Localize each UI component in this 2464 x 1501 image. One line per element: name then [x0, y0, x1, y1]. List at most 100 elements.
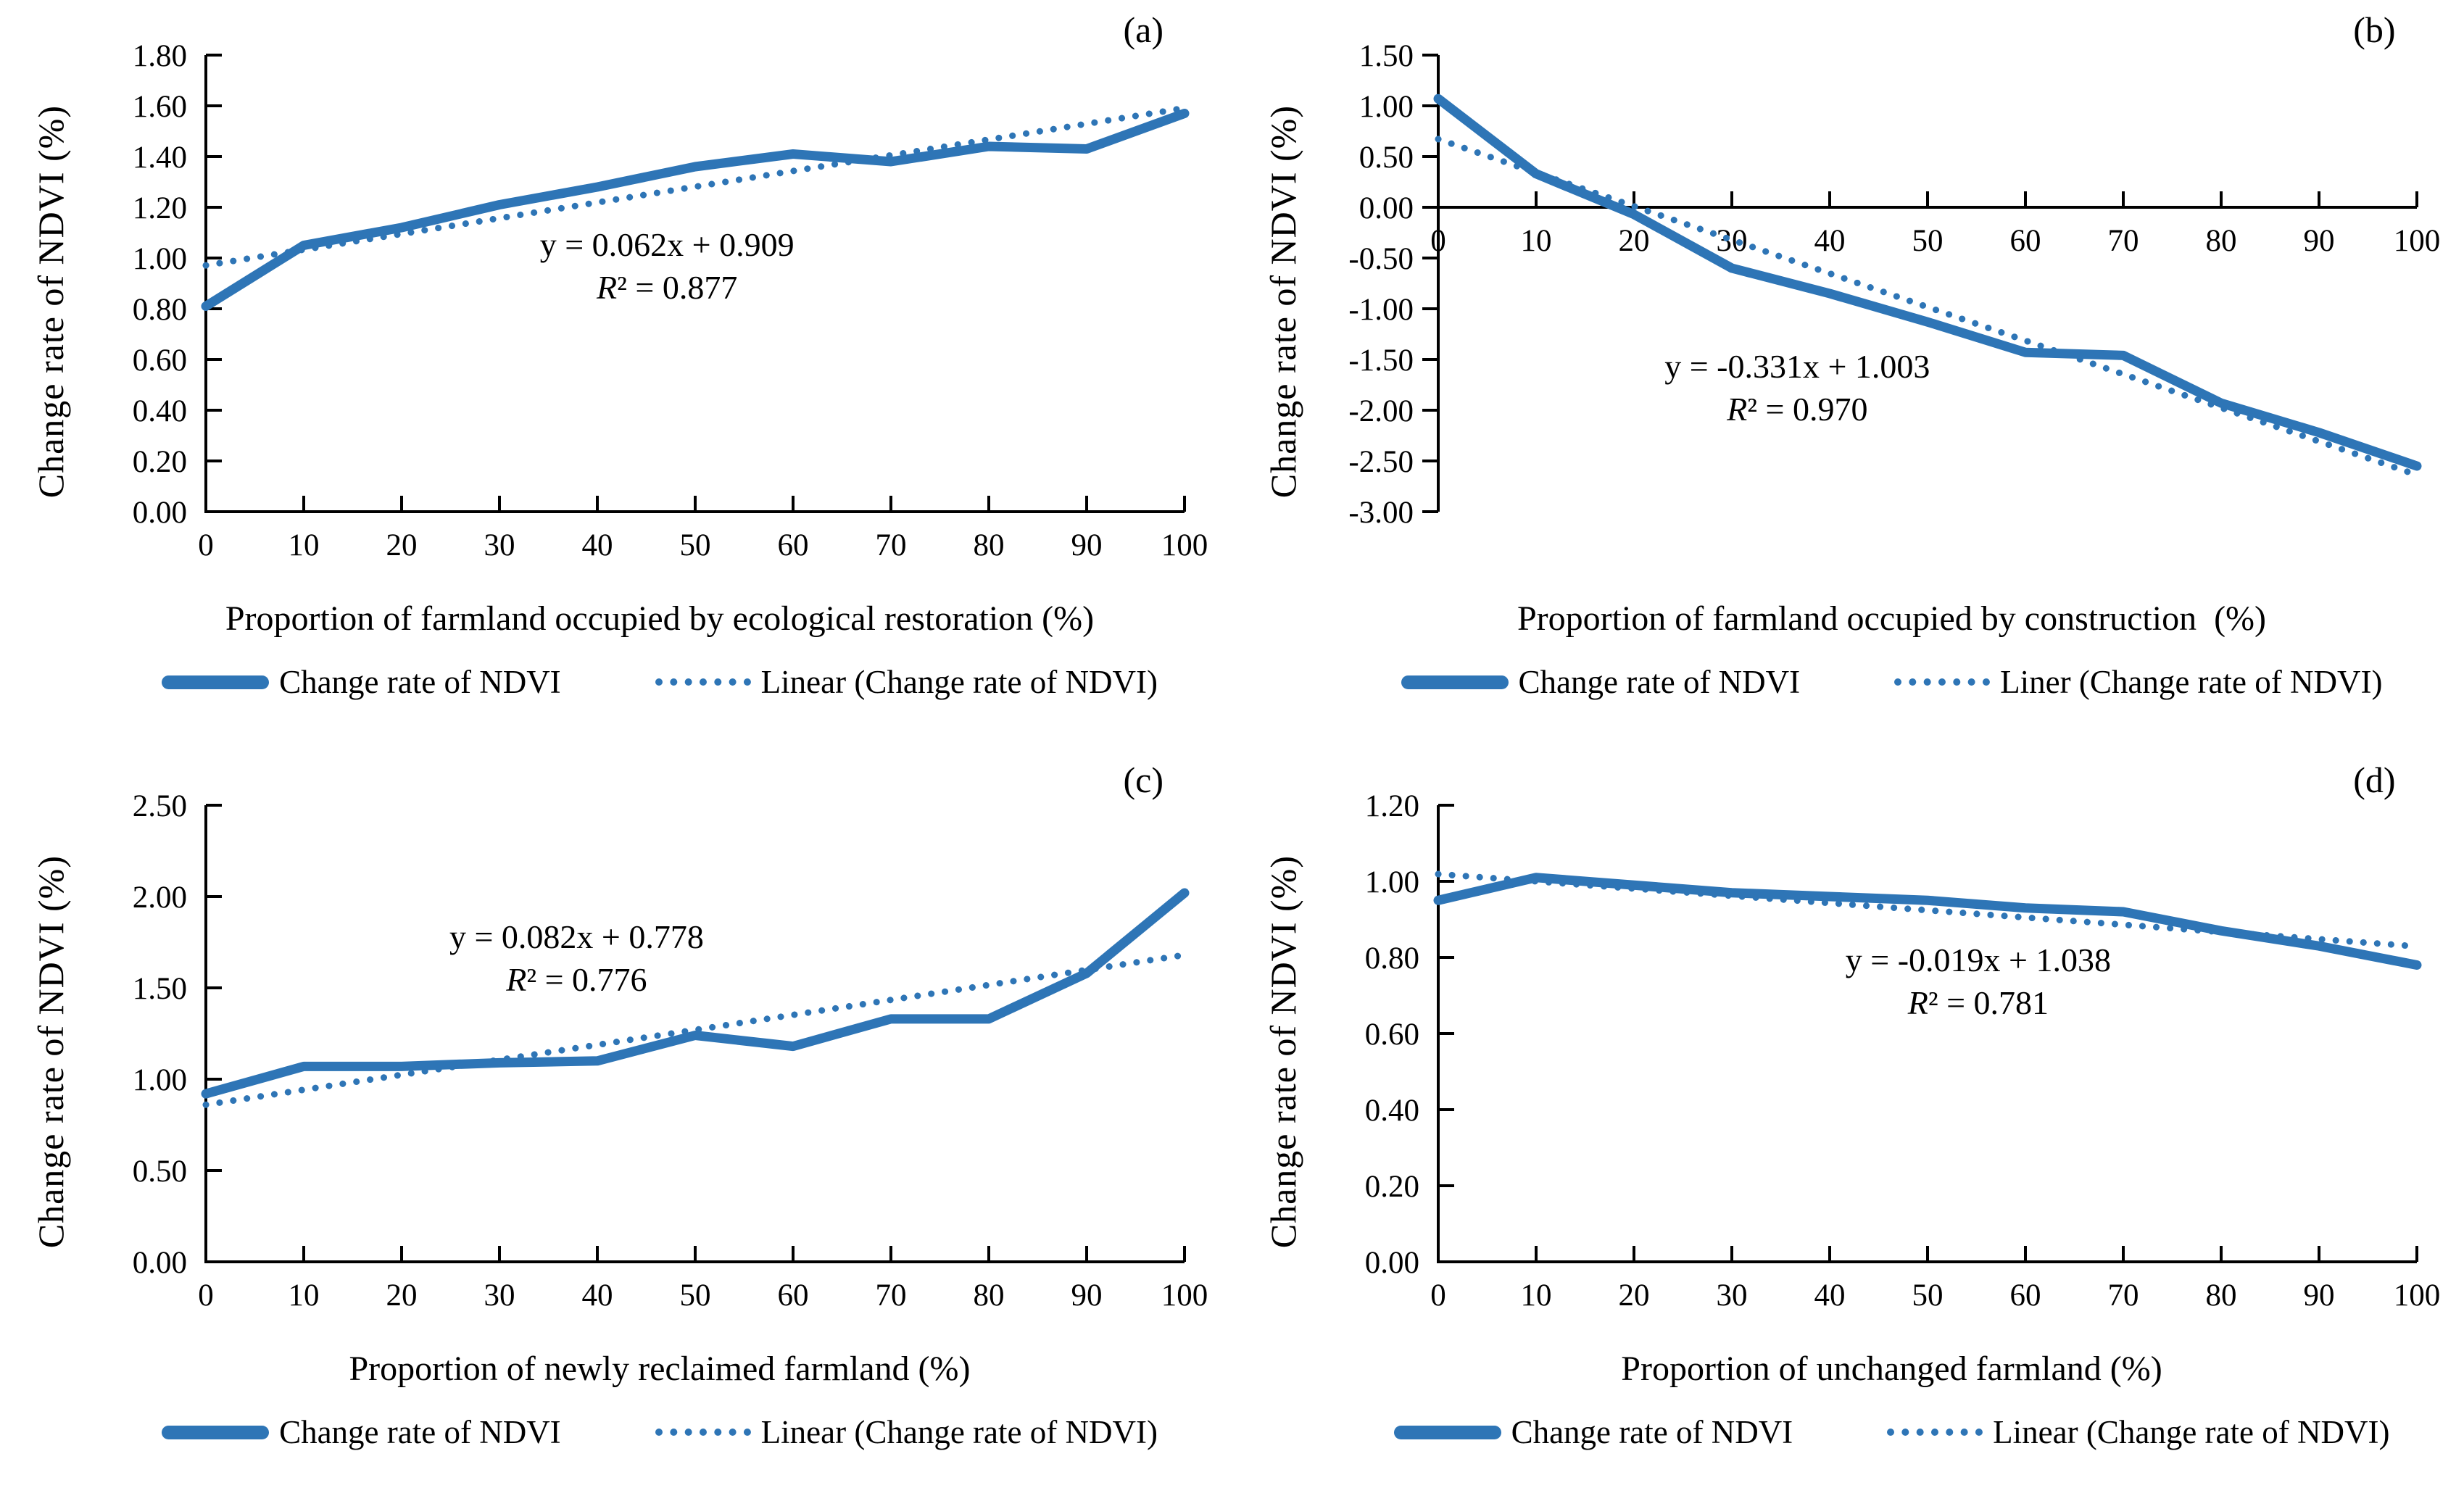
x-tick-label: 50 — [1912, 1278, 1943, 1313]
y-axis-title-text: Change rate of NDVI (%) — [30, 855, 71, 1249]
x-tick-label: 100 — [2393, 224, 2440, 258]
panel-d: Change rate of NDVI (%) 1.20 1.00 0.80 0.60… — [1232, 750, 2464, 1501]
y-tick-label: 1.00 — [1364, 865, 1419, 899]
equation-line: y = -0.331x + 1.003 — [1664, 348, 1930, 386]
x-tick-label: 20 — [1618, 1278, 1649, 1313]
y-tick-label: 0.50 — [1358, 141, 1413, 175]
panel-letter-a: (a) — [1123, 9, 1164, 50]
legend-item-trend: Linear (Change rate of NDVI) — [655, 663, 1158, 701]
chart-c-svg: 2.50 2.00 1.50 1.00 0.50 0.00 0 10 20 30 40 50 60 70 8… — [133, 789, 1208, 1313]
x-tick-label: 70 — [876, 528, 907, 562]
y-tick-label: 1.00 — [133, 242, 187, 276]
x-tick-label: 60 — [2009, 224, 2041, 258]
legend-c: Change rate of NDVI Linear (Change rate … — [162, 1413, 1158, 1451]
dotted-line-swatch — [655, 678, 751, 686]
chart-b-svg: 1.50 1.00 0.50 0.00 -0.50 -1.00 -1.50 -2.00 -2.5… — [1348, 39, 2440, 530]
x-tick-label: 90 — [2303, 224, 2334, 258]
legend-item-series: Change rate of NDVI — [162, 1413, 561, 1451]
series-line — [1433, 93, 2421, 471]
x-tick-label: 60 — [2009, 1278, 2041, 1313]
legend-trend-label: Linear (Change rate of NDVI) — [760, 1414, 1158, 1450]
r-squared-value: ² = 0.877 — [617, 269, 738, 306]
y-tick-label: -2.50 — [1348, 445, 1414, 479]
solid-line-swatch — [162, 675, 270, 689]
regression-annotation-c: y = 0.082x + 0.778 R² = 0.776 — [449, 916, 704, 1002]
y-tick-label: 0.20 — [1364, 1170, 1419, 1204]
y-tick-label: 2.50 — [133, 789, 187, 823]
x-tick-label: 30 — [1716, 224, 1747, 258]
r-squared-value: ² = 0.776 — [526, 961, 647, 998]
dotted-line-swatch — [655, 1429, 751, 1436]
x-tick-label: 10 — [289, 528, 320, 562]
legend-d: Change rate of NDVI Linear (Change rate … — [1393, 1413, 2390, 1451]
y-axis-title-text: Change rate of NDVI (%) — [30, 104, 71, 499]
x-tick-label: 20 — [386, 1278, 418, 1313]
y-tick-label: 0.00 — [133, 1246, 187, 1280]
x-tick-label: 0 — [198, 1278, 214, 1313]
panel-b: Change rate of NDVI (%) 1.50 1.00 0.50 0.00… — [1232, 0, 2464, 750]
x-tick-label: 80 — [2205, 1278, 2236, 1313]
panel-c: Change rate of NDVI (%) 2.50 2.00 1.50 1.00… — [0, 750, 1232, 1501]
legend-item-series: Change rate of NDVI — [1401, 663, 1800, 701]
r-squared-line: R² = 0.877 — [540, 267, 795, 309]
panel-letter-b: (b) — [2353, 9, 2396, 50]
x-tick-label: 70 — [2107, 1278, 2139, 1313]
y-tick-label: 1.00 — [1358, 90, 1413, 124]
regression-annotation-d: y = -0.019x + 1.038 R² = 0.781 — [1846, 939, 2111, 1025]
regression-annotation-a: y = 0.062x + 0.909 R² = 0.877 — [540, 224, 795, 309]
x-tick-label: 10 — [1520, 1278, 1551, 1313]
y-tick-label: -1.50 — [1348, 344, 1414, 378]
x-tick-label: 60 — [778, 528, 809, 562]
x-tick-label: 20 — [1618, 224, 1649, 258]
y-tick-label: 1.00 — [133, 1063, 187, 1097]
x-tick-label: 40 — [582, 528, 613, 562]
y-tick-label: 1.20 — [1364, 789, 1419, 823]
regression-annotation-b: y = -0.331x + 1.003 R² = 0.970 — [1664, 346, 1930, 431]
y-tick-label: 0.00 — [133, 496, 187, 530]
x-tick-label: 10 — [289, 1278, 320, 1313]
y-tick-label: 0.00 — [1364, 1246, 1419, 1280]
y-tick-label: 0.50 — [133, 1155, 187, 1189]
y-tick-label: 1.80 — [133, 39, 187, 73]
legend-series-label: Change rate of NDVI — [279, 664, 561, 700]
y-tick-label: -3.00 — [1348, 496, 1414, 530]
panel-letter-c: (c) — [1123, 760, 1164, 800]
y-tick-label: 0.40 — [133, 394, 187, 428]
x-tick-label: 0 — [198, 528, 214, 562]
series-line — [201, 109, 1190, 311]
y-tick-label: -2.00 — [1348, 394, 1414, 428]
x-tick-label: 80 — [974, 1278, 1005, 1313]
panel-letter-d: (d) — [2353, 760, 2396, 800]
x-tick-label: 100 — [2393, 1278, 2440, 1313]
y-tick-label: 1.40 — [133, 141, 187, 175]
y-tick-label: -0.50 — [1348, 242, 1414, 276]
x-axis-title-a: Proportion of farmland occupied by ecolo… — [225, 599, 1095, 638]
y-tick-label: 1.20 — [133, 191, 187, 225]
plot-area-c: 2.50 2.00 1.50 1.00 0.50 0.00 0 10 20 30 40 50 60 70 8… — [79, 760, 1210, 1342]
equation-line: y = 0.062x + 0.909 — [539, 226, 795, 264]
solid-line-swatch — [1393, 1425, 1501, 1439]
y-axis-title-d: Change rate of NDVI (%) — [1255, 762, 1311, 1342]
x-tick-label: 70 — [876, 1278, 907, 1313]
y-axis-title-b: Change rate of NDVI (%) — [1255, 12, 1311, 591]
chart-row-b: Change rate of NDVI (%) 1.50 1.00 0.50 0.00… — [1255, 9, 2442, 591]
plot-area-a: 1.80 1.60 1.40 1.20 1.00 0.80 0.60 0.40 0.20 0.00… — [79, 9, 1210, 591]
legend-item-trend: Linear (Change rate of NDVI) — [655, 1413, 1158, 1451]
plot-area-d: 1.20 1.00 0.80 0.60 0.40 0.20 0.00 0 10 20 30 40 50 6… — [1311, 760, 2442, 1342]
y-tick-label: 0.20 — [133, 445, 187, 479]
x-tick-label: 40 — [582, 1278, 613, 1313]
y-tick-label: 0.60 — [1364, 1018, 1419, 1052]
x-tick-label: 40 — [1814, 224, 1845, 258]
trendline-dotted — [202, 104, 1188, 269]
r-symbol: R — [1907, 984, 1928, 1021]
r-squared-line: R² = 0.776 — [449, 959, 704, 1002]
legend-a: Change rate of NDVI Linear (Change rate … — [162, 663, 1158, 701]
legend-series-label: Change rate of NDVI — [279, 1414, 561, 1450]
legend-trend-label: Linear (Change rate of NDVI) — [1993, 1414, 2390, 1450]
chart-a-svg: 1.80 1.60 1.40 1.20 1.00 0.80 0.60 0.40 0.20 0.00… — [133, 39, 1208, 562]
legend-b: Change rate of NDVI Liner (Change rate o… — [1401, 663, 2382, 701]
x-tick-label: 60 — [778, 1278, 809, 1313]
trendline-dotted — [202, 952, 1188, 1108]
